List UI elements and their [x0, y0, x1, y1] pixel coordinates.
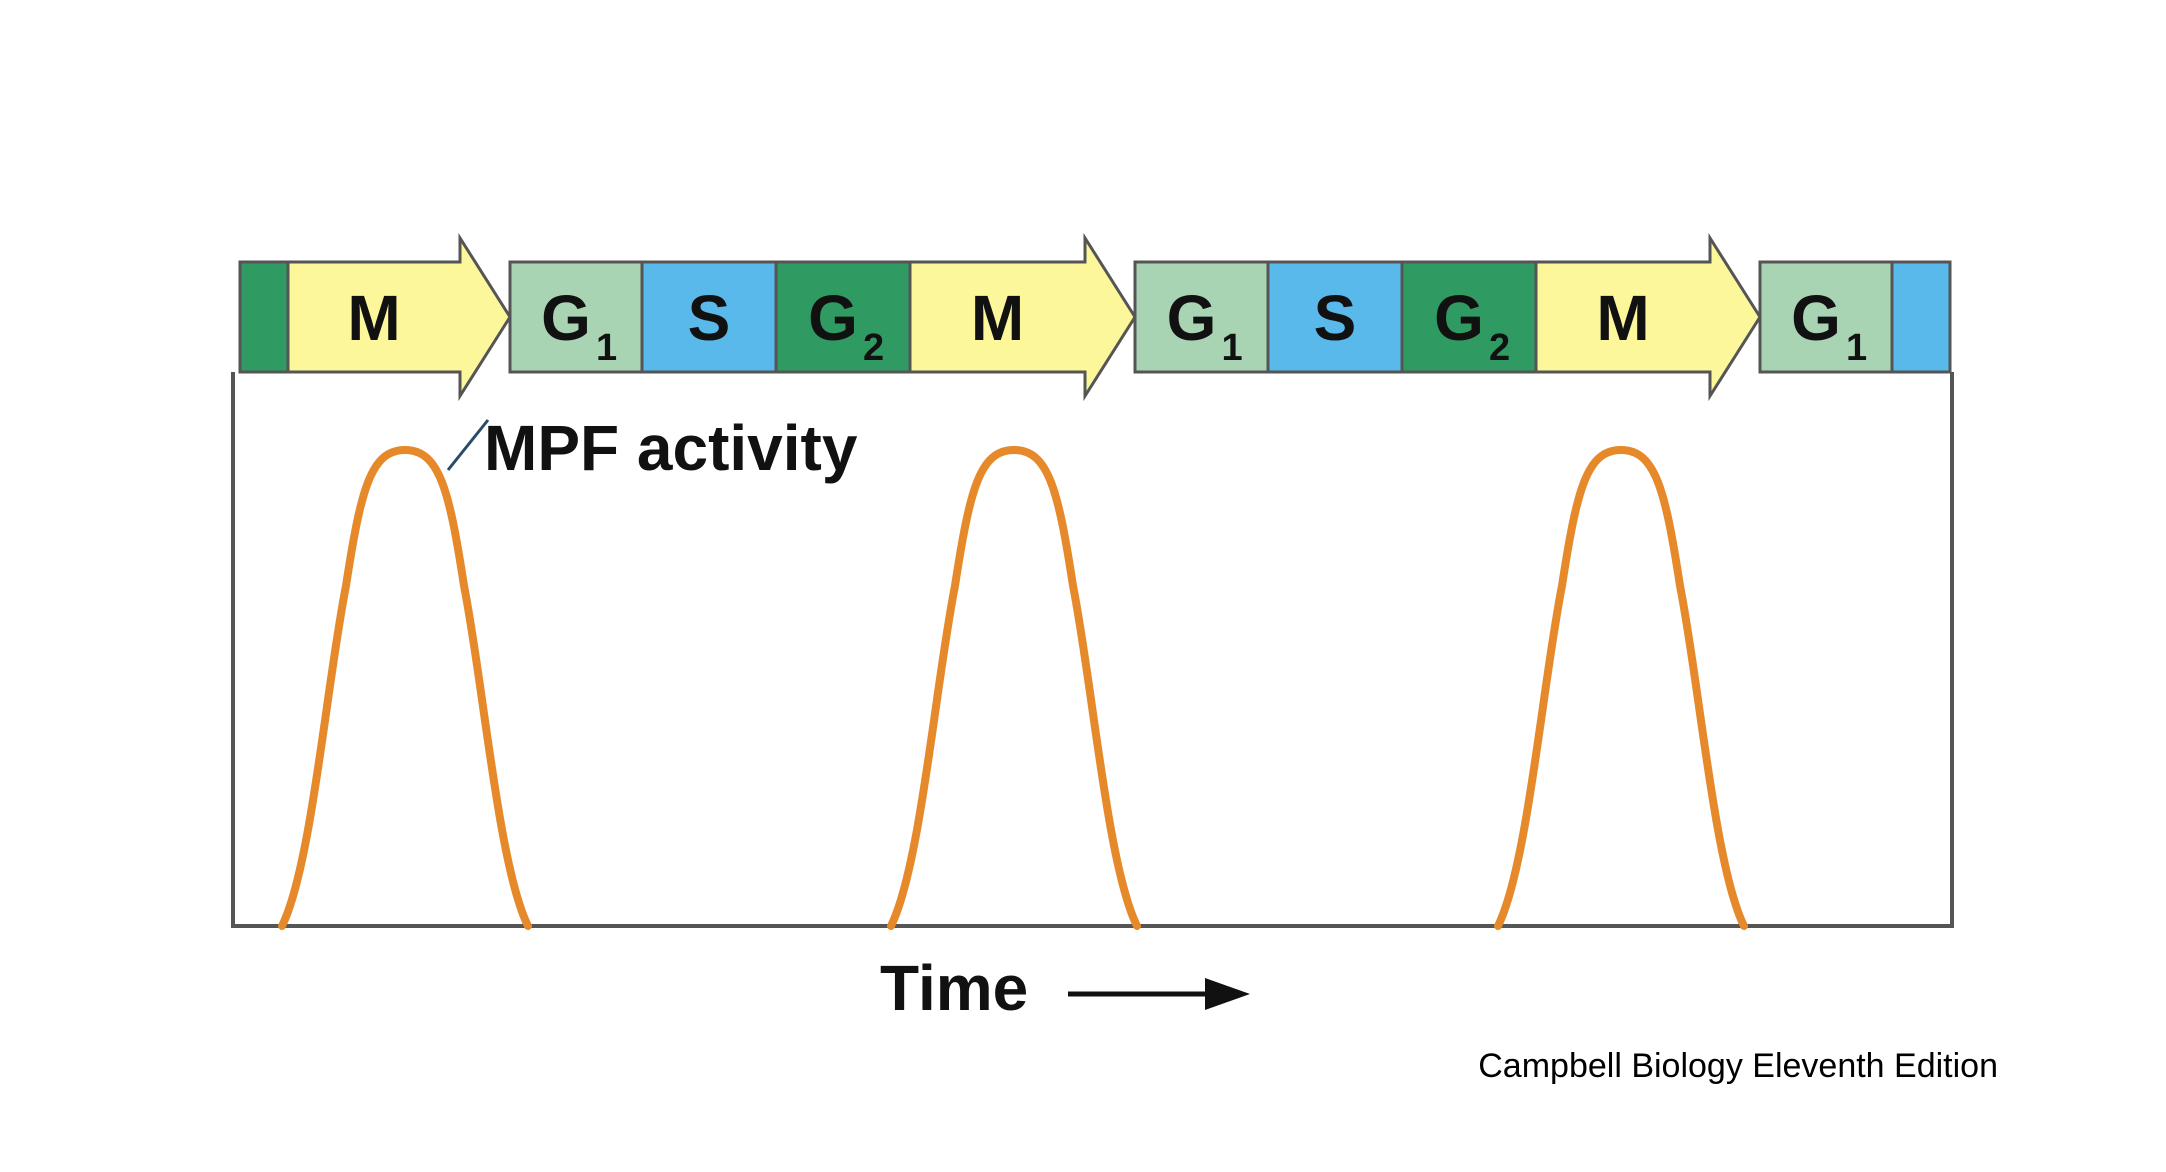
phase-label-m: M — [1596, 282, 1649, 354]
phase-block-m — [908, 232, 1137, 402]
source-credit: Campbell Biology Eleventh Edition — [1478, 1047, 1998, 1085]
phase-block-g1 — [508, 260, 644, 374]
time-arrow-icon — [1068, 978, 1250, 1010]
mpf-activity-peak-3 — [1494, 445, 1748, 930]
phase-label-s: S — [1314, 282, 1357, 354]
curve-label: MPF activity — [484, 412, 858, 484]
phase-block-s — [1266, 260, 1404, 374]
phase-label-g1: G — [541, 282, 591, 354]
time-axis-label: Time — [880, 952, 1028, 1024]
phase-subscript: 1 — [1846, 327, 1867, 369]
mpf-activity-peak-2 — [887, 445, 1141, 930]
phase-label-g1: G — [1791, 282, 1841, 354]
phase-label-m: M — [971, 282, 1024, 354]
phase-block-g2 — [238, 260, 290, 374]
phase-block-g2 — [1400, 260, 1538, 374]
phase-block-m — [286, 232, 512, 402]
graph-frame — [231, 372, 1954, 928]
curve-label-leader — [446, 419, 490, 471]
mpf-activity-peak-1 — [278, 445, 532, 930]
phase-subscript: 1 — [596, 327, 617, 369]
phase-block-s — [640, 260, 778, 374]
phase-subscript: 2 — [863, 327, 884, 369]
phase-subscript: 2 — [1489, 327, 1510, 369]
phase-label-g2: G — [1434, 282, 1484, 354]
phase-subscript: 1 — [1222, 327, 1243, 369]
phase-label-s: S — [688, 282, 731, 354]
phase-block-s — [1890, 260, 1952, 374]
phase-label-g2: G — [808, 282, 858, 354]
phase-label-m: M — [347, 282, 400, 354]
phase-block-m — [1534, 232, 1762, 402]
phase-block-g1 — [1758, 260, 1894, 374]
phase-label-g1: G — [1167, 282, 1217, 354]
phase-block-g2 — [774, 260, 912, 374]
